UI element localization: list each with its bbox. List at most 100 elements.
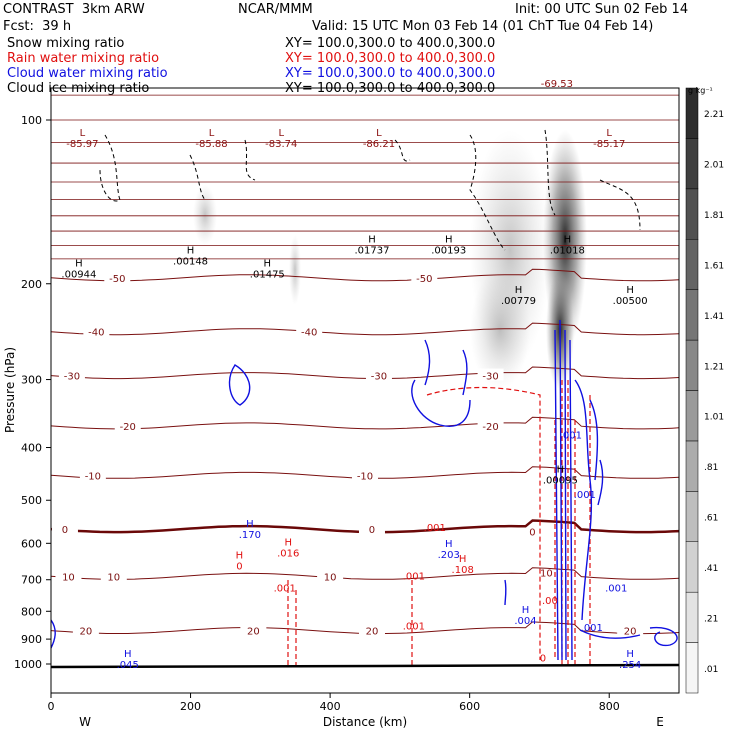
extremum-value: .00944	[61, 270, 96, 281]
extremum-marker: H	[368, 235, 376, 246]
extremum-value: -85.17	[593, 139, 625, 150]
y-tick-label: 1000	[14, 658, 42, 671]
isotherm-label: -30	[371, 372, 387, 383]
extremum-value: .00193	[431, 246, 466, 257]
isotherm-label: 20	[247, 627, 260, 638]
contour-value-label: 0	[540, 654, 546, 665]
colorbar-label: .01	[704, 665, 718, 675]
colorbar-label: .61	[704, 514, 718, 524]
isotherm-label: -10	[357, 471, 373, 482]
forecast-hour: Fcst: 39 h	[3, 19, 72, 34]
y-tick-label: 200	[21, 278, 42, 291]
colorbar-swatch	[685, 491, 699, 543]
extremum-marker: H	[459, 554, 467, 565]
center-label: NCAR/MMM	[238, 2, 313, 17]
colorbar-label: 1.01	[704, 413, 724, 423]
extremum-value: .01018	[550, 246, 585, 257]
extremum-marker: H	[515, 285, 523, 296]
y-tick-label: 500	[21, 494, 42, 507]
extremum-value: .01737	[354, 246, 389, 257]
contour-value-label: .001	[403, 622, 425, 633]
extremum-marker: H	[626, 649, 634, 660]
extremum-marker: L	[209, 128, 215, 139]
colorbar-swatch	[685, 440, 699, 492]
colorbar-label: 2.01	[704, 161, 724, 171]
isotherm-label: 20	[366, 627, 379, 638]
extremum-value: .170	[239, 530, 261, 541]
isotherm-label: 0	[369, 525, 375, 536]
colorbar-swatch	[685, 289, 699, 341]
field-name-rain: Rain water mixing ratio	[7, 51, 160, 66]
field-name-cloudwater: Cloud water mixing ratio	[7, 66, 168, 81]
extremum-marker: H	[284, 537, 292, 548]
extremum-marker: L	[80, 128, 86, 139]
colorbar-swatch	[685, 591, 699, 643]
isotherm-line	[51, 567, 679, 580]
colorbar-label: 1.81	[704, 211, 724, 221]
contour-value-label: .00	[542, 596, 558, 607]
extremum-marker: L	[376, 128, 382, 139]
isotherm-label: -50	[416, 274, 432, 285]
contour-value-label: 10	[540, 568, 553, 579]
colorbar-swatch	[685, 642, 699, 694]
isotherm-label-bg	[477, 368, 504, 381]
isotherm-label-bg	[100, 569, 127, 582]
isotherm-label: 0	[62, 525, 68, 536]
extremum-marker: H	[445, 235, 453, 246]
contour-value-label: .001	[274, 583, 296, 594]
isotherm-label-bg	[477, 418, 504, 431]
y-tick-label: 300	[21, 374, 42, 387]
colorbar-label: .81	[704, 463, 718, 473]
cloud-ice-contours	[99, 129, 641, 251]
valid-time: Valid: 15 UTC Mon 03 Feb 14 (01 ChT Tue …	[312, 19, 654, 34]
y-tick-label: 900	[21, 633, 42, 646]
extremum-marker: L	[278, 128, 284, 139]
contour-value-label: .001	[403, 572, 425, 583]
isotherm-label-bg	[352, 468, 378, 481]
isotherm-label-bg	[358, 522, 385, 535]
init-time: Init: 00 UTC Sun 02 Feb 14	[515, 2, 689, 17]
isotherm-label: -20	[482, 422, 498, 433]
contour-value-label: .001	[574, 490, 596, 501]
extremum-value: .203	[438, 550, 460, 561]
colorbar-swatch	[685, 541, 699, 593]
surface-line	[50, 663, 680, 669]
colorbar-swatch	[685, 188, 699, 240]
isotherm-label: -20	[120, 422, 136, 433]
colorbar-label: .41	[704, 564, 718, 574]
isotherm-line	[51, 366, 679, 380]
extremum-marker: H	[236, 551, 244, 562]
isotherm-label: -40	[301, 328, 317, 339]
extremum-value: .045	[117, 660, 139, 671]
extremum-value: .004	[514, 616, 536, 627]
y-tick-label: 100	[21, 114, 42, 127]
extremum-marker: L	[606, 128, 612, 139]
colorbar: .01 .21 .41 .61 .81 1.01 1.21 1.41 1.61 1.81 2.01 2…	[685, 86, 724, 694]
extremum-value: .016	[277, 548, 299, 559]
extremum-marker: H	[124, 649, 132, 660]
colorbar-swatch	[685, 138, 699, 190]
extremum-value: -83.74	[265, 139, 297, 150]
isotherm-label-bg	[365, 368, 392, 381]
colorbar-label: 1.21	[704, 362, 724, 372]
colorbar-label: .21	[704, 614, 718, 624]
extremum-marker: H	[187, 246, 195, 257]
contour-value-label: .001	[560, 430, 582, 441]
isotherm-label: -30	[482, 372, 498, 383]
extremum-value: .00500	[613, 296, 648, 307]
y-tick-label: 600	[21, 537, 42, 550]
colorbar-label: 2.21	[704, 110, 724, 120]
extremum-marker: H	[445, 539, 453, 550]
isotherm-line	[51, 268, 679, 282]
extremum-value: -85.88	[195, 139, 227, 150]
isotherm-label: -50	[109, 274, 125, 285]
isotherm-label-bg	[617, 623, 644, 636]
extremum-value: 0	[236, 562, 242, 573]
isotherm-label-bg	[317, 569, 344, 582]
isotherm-label-bg	[55, 569, 82, 582]
extremum-value: .108	[452, 565, 474, 576]
x-tick-label: 400	[320, 700, 341, 713]
isotherm-label-bg	[51, 522, 78, 535]
